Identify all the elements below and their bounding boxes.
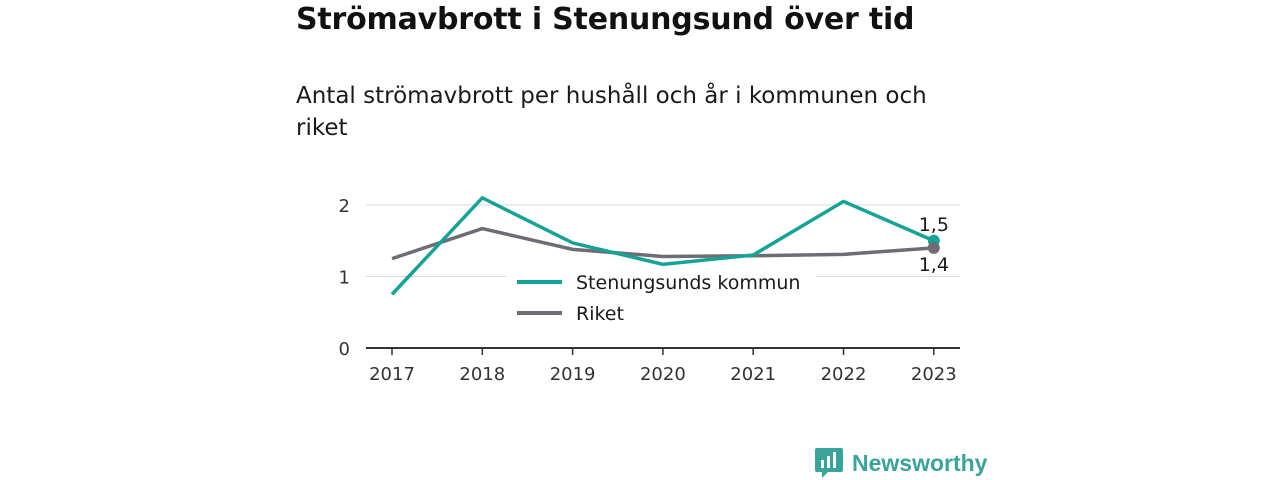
x-tick-label: 2022: [821, 364, 867, 385]
x-tick-label: 2021: [730, 364, 776, 385]
series-line-1: [391, 226, 934, 261]
end-value-label-riket: 1,4: [919, 254, 949, 276]
legend-label: Stenungsunds kommun: [576, 272, 800, 294]
x-tick-label: 2019: [550, 364, 596, 385]
x-tick-label: 2020: [640, 364, 686, 385]
newsworthy-logo-icon: [815, 448, 843, 478]
legend-background: [506, 266, 816, 332]
line-chart: 0 1 2 2017 2018 2019 2020 2021 2022 2023 Stenung…: [339, 195, 960, 385]
x-tick-label: 2017: [369, 364, 415, 385]
chart-title: Strömavbrott i Stenungsund över tid: [296, 2, 915, 37]
y-tick-label: 1: [339, 268, 350, 289]
y-tick-label: 2: [339, 196, 350, 217]
legend-label: Riket: [576, 303, 624, 325]
end-value-label-kommun: 1,5: [919, 214, 949, 236]
x-tick-label: 2023: [911, 364, 957, 385]
x-tick-label: 2018: [459, 364, 505, 385]
legend: Stenungsunds kommun Riket: [506, 266, 816, 332]
end-point-marker: [927, 241, 940, 254]
x-axis-ticks: 2017 2018 2019 2020 2021 2022 2023: [369, 348, 957, 385]
y-tick-label: 0: [339, 339, 350, 360]
series-line-0: [390, 195, 935, 296]
newsworthy-brand[interactable]: Newsworthy: [814, 446, 987, 480]
y-axis-ticks: 0 1 2: [339, 196, 350, 360]
chart-subtitle: Antal strömavbrott per hushåll och år i …: [296, 83, 927, 141]
end-value-labels: 1,5 1,4: [919, 214, 949, 276]
brand-name: Newsworthy: [852, 449, 988, 476]
series-lines: [390, 195, 940, 296]
